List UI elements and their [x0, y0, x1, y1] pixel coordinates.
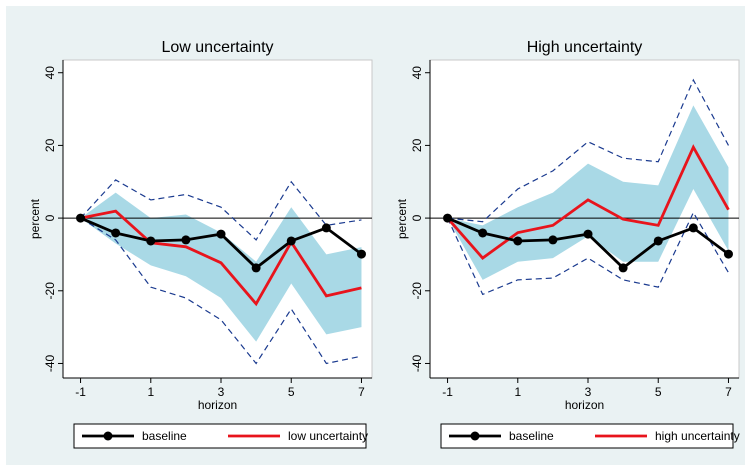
point	[216, 229, 226, 239]
y-tick-label: 40	[410, 66, 424, 80]
legend-label: baseline	[142, 429, 187, 443]
confidence-bound	[447, 78, 729, 223]
point	[548, 235, 558, 245]
x-tick-label: 3	[218, 385, 225, 399]
chart-title: Low uncertainty	[161, 39, 273, 56]
y-tick-label: -40	[43, 354, 57, 372]
point	[478, 228, 488, 238]
y-tick-label: 20	[410, 138, 424, 152]
x-tick-label: -1	[442, 385, 453, 399]
point	[723, 249, 733, 259]
y-tick-label: -40	[410, 354, 424, 372]
legend-label: low uncertainty	[288, 429, 368, 443]
x-tick-label: 7	[358, 385, 365, 399]
point	[443, 213, 453, 223]
point	[356, 249, 366, 259]
confidence-bound	[80, 217, 362, 365]
x-tick-label: 5	[655, 385, 662, 399]
y-axis-label: percent	[395, 198, 409, 239]
y-tick-label: -20	[43, 282, 57, 300]
point	[653, 236, 663, 246]
x-tick-label: 5	[288, 385, 295, 399]
point	[146, 236, 156, 246]
y-tick-label: -20	[410, 282, 424, 300]
point	[583, 229, 593, 239]
y-tick-label: 0	[43, 214, 57, 221]
point	[286, 236, 296, 246]
point	[618, 263, 628, 273]
y-tick-label: 40	[43, 66, 57, 80]
legend-marker	[103, 431, 113, 441]
series-line	[446, 144, 730, 260]
x-tick-label: 1	[147, 385, 154, 399]
point	[688, 223, 698, 233]
legend-marker	[470, 431, 480, 441]
point	[251, 263, 261, 273]
point	[76, 213, 86, 223]
chart-title: High uncertainty	[527, 39, 643, 56]
x-tick-label: 1	[514, 385, 521, 399]
y-tick-label: 0	[410, 214, 424, 221]
point	[111, 228, 121, 238]
point	[321, 223, 331, 233]
legend-label: baseline	[509, 429, 554, 443]
x-tick-label: 3	[585, 385, 592, 399]
x-axis-label: horizon	[565, 398, 604, 412]
series-line	[80, 209, 362, 307]
point	[181, 235, 191, 245]
confidence-bound	[80, 179, 362, 241]
y-axis-label: percent	[28, 198, 42, 239]
confidence-band	[447, 105, 729, 280]
point	[513, 236, 523, 246]
y-tick-label: 20	[43, 138, 57, 152]
x-tick-label: 7	[725, 385, 732, 399]
confidence-band	[80, 192, 362, 342]
x-tick-label: -1	[75, 385, 86, 399]
legend-label: high uncertainty	[655, 429, 740, 443]
x-axis-label: horizon	[198, 398, 237, 412]
